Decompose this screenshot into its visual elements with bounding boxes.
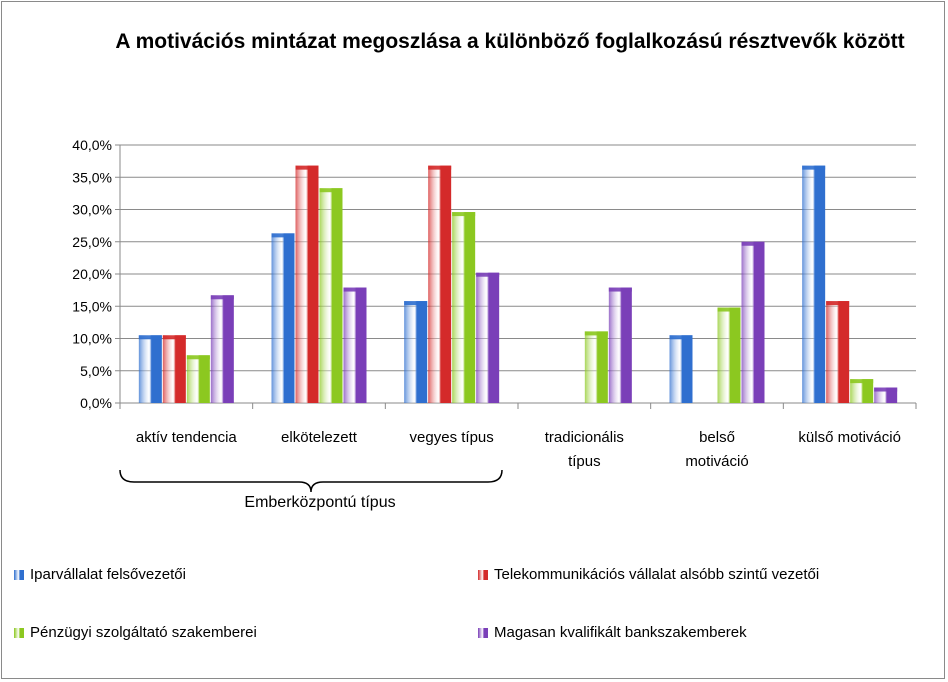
bar-cap [741,241,765,246]
bar [452,212,476,403]
x-tick-label: tradicionális [545,429,624,446]
bar [476,272,500,403]
bar [271,233,295,403]
bar-cap [452,212,476,217]
bar-cap [186,355,210,360]
legend-swatch [478,627,488,638]
bar-cap [476,272,500,277]
bar [162,335,186,403]
y-tick-label: 40,0% [72,137,112,153]
x-tick-label: elkötelezett [281,429,358,446]
legend-item: Telekommunikációs vállalat alsóbb szintű… [478,566,819,583]
bar-cap [802,165,826,170]
y-tick-label: 30,0% [72,202,112,218]
x-tick-label: aktív tendencia [136,429,238,446]
x-tick-label: belső [699,429,735,446]
bar [850,379,874,403]
legend-item: Pénzügyi szolgáltató szakemberei [14,624,257,641]
legend-swatch [14,569,24,580]
bar-cap [210,295,234,300]
y-tick-label: 5,0% [80,363,112,379]
bar [210,295,234,403]
bar-cap [162,335,186,340]
legend-item: Magasan kvalifikált bankszakemberek [478,624,747,641]
legend-label: Telekommunikációs vállalat alsóbb szintű… [494,566,820,583]
bar [138,335,162,403]
bar-cap [138,335,162,340]
bar [295,165,319,403]
y-tick-label: 20,0% [72,266,112,282]
bar [717,307,741,403]
x-tick-label: külső motiváció [798,429,901,446]
legend-item: Iparvállalat felsővezetői [14,566,186,583]
legend-swatch [478,569,488,580]
bar-cap [428,165,452,170]
bar [741,241,765,403]
x-tick-label: típus [568,453,601,470]
bar-cap [717,307,741,312]
y-tick-label: 10,0% [72,331,112,347]
bar-cap [319,188,343,193]
bar-cap [608,287,632,292]
bar-cap [826,301,850,306]
bar [186,355,210,403]
bar-cap [404,301,428,306]
group-brace [119,469,503,493]
bar [428,165,452,403]
bar-cap [343,287,367,292]
bar-cap [850,379,874,384]
chart-title: A motivációs mintázat megoszlása a külön… [115,30,905,53]
bar-cap [271,233,295,238]
bar [802,165,826,403]
legend-label: Iparvállalat felsővezetői [30,566,186,583]
y-tick-label: 35,0% [72,169,112,185]
bar [584,331,608,403]
bar-cap [584,331,608,336]
bar [404,301,428,403]
legend-label: Magasan kvalifikált bankszakemberek [494,624,747,641]
x-tick-label: vegyes típus [410,429,494,446]
bar [343,287,367,403]
bar-cap [295,165,319,170]
bar [319,188,343,403]
bar-cap [669,335,693,340]
bar [826,301,850,403]
bar-cap [874,387,898,392]
bar [608,287,632,403]
group-label: Emberközpontú típus [244,494,396,511]
y-tick-label: 15,0% [72,298,112,314]
y-tick-label: 0,0% [80,395,112,411]
legend-swatch [14,627,24,638]
legend-label: Pénzügyi szolgáltató szakemberei [30,624,257,641]
x-tick-label: motiváció [685,453,748,470]
y-tick-label: 25,0% [72,234,112,250]
bar [669,335,693,403]
